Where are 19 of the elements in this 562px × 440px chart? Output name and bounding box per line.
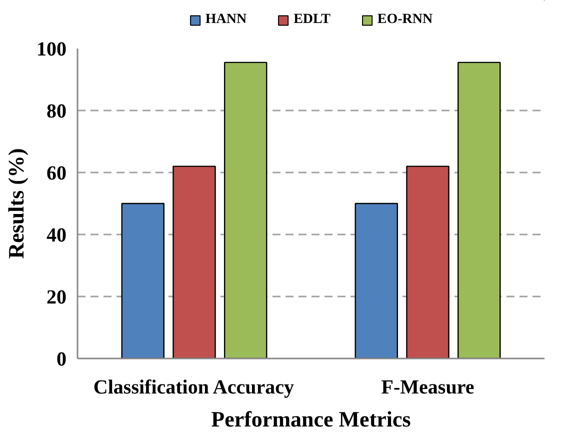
x-tick-label: F-Measure: [381, 376, 474, 398]
legend-label: EDLT: [294, 12, 330, 28]
x-tick-label: Classification Accuracy: [93, 376, 294, 398]
legend-label: EO-RNN: [377, 12, 433, 28]
y-tick-label: 20: [46, 286, 66, 308]
bar: [121, 202, 164, 358]
bar: [406, 166, 450, 358]
y-tick-label: 100: [36, 38, 66, 60]
y-tick-label: 0: [56, 348, 66, 370]
legend-label: HANN: [205, 12, 247, 28]
bar: [172, 166, 216, 358]
y-tick-label: 80: [46, 100, 66, 122]
bar: [224, 62, 268, 358]
y-axis-title: Results (%): [4, 148, 28, 259]
bar: [354, 202, 398, 358]
bar: [458, 62, 501, 358]
y-tick-label: 40: [46, 224, 66, 246]
x-axis-title: Performance Metrics: [211, 406, 412, 432]
y-tick-label: 60: [46, 162, 66, 184]
